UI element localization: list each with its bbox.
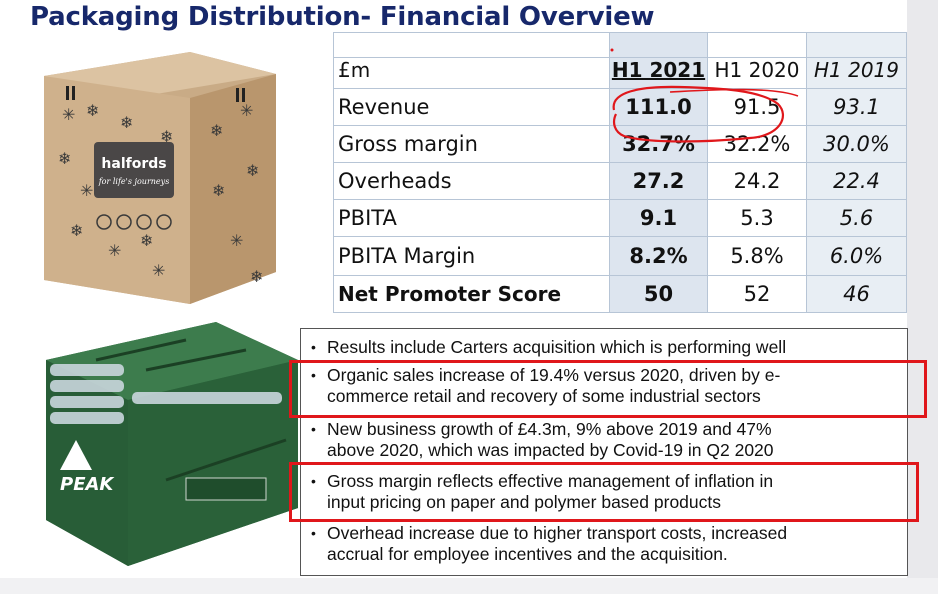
value-h1-2020: 91.5 bbox=[707, 88, 807, 126]
value-h1-2019: 5.6 bbox=[806, 199, 907, 237]
row-label: Revenue bbox=[333, 88, 610, 126]
value-h1-2020: 5.3 bbox=[707, 199, 807, 237]
table-row: Overheads 27.2 24.2 22.4 bbox=[333, 162, 907, 200]
bullet-line: accrual for employee incentives and the … bbox=[327, 544, 728, 564]
header-h1-2020: H1 2020 bbox=[707, 57, 807, 89]
value-h1-2021: 50 bbox=[609, 275, 708, 313]
row-label: Gross margin bbox=[333, 125, 610, 163]
svg-text:❄: ❄ bbox=[58, 149, 71, 168]
svg-text:❄: ❄ bbox=[212, 181, 225, 200]
svg-text:❄: ❄ bbox=[120, 113, 133, 132]
bullet-line: Organic sales increase of 19.4% versus 2… bbox=[327, 365, 781, 385]
bag-brand-text: PEAK bbox=[60, 474, 115, 495]
svg-text:❄: ❄ bbox=[160, 127, 173, 146]
value-h1-2019: 30.0% bbox=[806, 125, 907, 163]
bullet-line: New business growth of £4.3m, 9% above 2… bbox=[327, 419, 772, 439]
box-brand-text: halfords bbox=[101, 156, 166, 172]
value-h1-2021: 8.2% bbox=[609, 236, 708, 276]
bullet-dot-icon: • bbox=[311, 473, 316, 489]
commentary-box: • Results include Carters acquisition wh… bbox=[300, 328, 908, 576]
row-label: Overheads bbox=[333, 162, 610, 200]
svg-text:❄: ❄ bbox=[86, 101, 99, 120]
bullet-item: • Overhead increase due to higher transp… bbox=[309, 523, 905, 565]
value-h1-2020: 5.8% bbox=[707, 236, 807, 276]
svg-text:❄: ❄ bbox=[246, 161, 259, 180]
svg-text:❄: ❄ bbox=[210, 121, 223, 140]
svg-text:✳: ✳ bbox=[152, 261, 165, 280]
window-edge bbox=[907, 0, 938, 594]
highlight-box-organic-sales bbox=[289, 360, 927, 418]
halfords-box-image: ✳ ❄ ❄ ✳ ❄ ✳ ❄ ❄ ✳ ❄ ✳ ❄ ❄ ✳ ❄ ❄ halfords for life'… bbox=[44, 52, 276, 304]
bullet-line: Overhead increase due to higher transpor… bbox=[327, 523, 788, 543]
row-label: PBITA bbox=[333, 199, 610, 237]
bullet-item: • Organic sales increase of 19.4% versus… bbox=[309, 365, 905, 407]
value-h1-2019: 46 bbox=[806, 275, 907, 313]
bullet-item: • Gross margin reflects effective manage… bbox=[309, 471, 905, 513]
financial-table: £m H1 2021 H1 2020 H1 2019 Revenue 111.0… bbox=[333, 32, 907, 313]
spacer-cell bbox=[707, 32, 807, 58]
svg-text:✳: ✳ bbox=[62, 105, 75, 124]
row-label: Net Promoter Score bbox=[333, 275, 610, 313]
spacer-cell bbox=[333, 32, 610, 58]
svg-text:✳: ✳ bbox=[230, 231, 243, 250]
value-h1-2021: 27.2 bbox=[609, 162, 708, 200]
peak-bag-image: PEAK bbox=[46, 322, 298, 566]
svg-text:✳: ✳ bbox=[240, 101, 253, 120]
header-h1-2019: H1 2019 bbox=[806, 57, 907, 89]
bullet-line: commerce retail and recovery of some ind… bbox=[327, 386, 761, 406]
table-row: PBITA 9.1 5.3 5.6 bbox=[333, 199, 907, 237]
table-row: Revenue 111.0 91.5 93.1 bbox=[333, 88, 907, 126]
value-h1-2021: 32.7% bbox=[609, 125, 708, 163]
value-h1-2019: 93.1 bbox=[806, 88, 907, 126]
value-h1-2020: 24.2 bbox=[707, 162, 807, 200]
bullet-line: above 2020, which was impacted by Covid-… bbox=[327, 440, 774, 460]
bullet-line: Gross margin reflects effective manageme… bbox=[327, 471, 774, 491]
bullet-item: • Results include Carters acquisition wh… bbox=[309, 337, 905, 358]
box-tagline-text: for life's journeys bbox=[98, 177, 170, 186]
slide-title: Packaging Distribution- Financial Overvi… bbox=[30, 2, 655, 32]
window-bottom-edge bbox=[0, 578, 938, 594]
svg-text:✳: ✳ bbox=[108, 241, 121, 260]
bullet-dot-icon: • bbox=[311, 367, 316, 383]
header-unit: £m bbox=[333, 57, 610, 89]
value-h1-2021: 9.1 bbox=[609, 199, 708, 237]
svg-text:❄: ❄ bbox=[70, 221, 83, 240]
table-header-row: £m H1 2021 H1 2020 H1 2019 bbox=[333, 57, 907, 89]
bullet-line: Results include Carters acquisition whic… bbox=[327, 337, 787, 357]
bullet-dot-icon: • bbox=[311, 339, 316, 355]
spacer-cell bbox=[806, 32, 907, 58]
bullet-dot-icon: • bbox=[311, 421, 316, 437]
table-row: Net Promoter Score 50 52 46 bbox=[333, 275, 907, 313]
highlight-box-gross-margin bbox=[289, 462, 919, 522]
value-h1-2020: 52 bbox=[707, 275, 807, 313]
header-h1-2021: H1 2021 bbox=[609, 57, 708, 89]
value-h1-2019: 22.4 bbox=[806, 162, 907, 200]
svg-text:✳: ✳ bbox=[80, 181, 93, 200]
table-row: Gross margin 32.7% 32.2% 30.0% bbox=[333, 125, 907, 163]
bullet-dot-icon: • bbox=[311, 525, 316, 541]
value-h1-2019: 6.0% bbox=[806, 236, 907, 276]
spacer-cell bbox=[609, 32, 708, 58]
value-h1-2020: 32.2% bbox=[707, 125, 807, 163]
bullet-item: • New business growth of £4.3m, 9% above… bbox=[309, 419, 905, 461]
row-label: PBITA Margin bbox=[333, 236, 610, 276]
svg-text:❄: ❄ bbox=[250, 267, 263, 286]
table-row: PBITA Margin 8.2% 5.8% 6.0% bbox=[333, 236, 907, 276]
bullet-line: input pricing on paper and polymer based… bbox=[327, 492, 721, 512]
table-header-spacer-row bbox=[333, 32, 907, 58]
value-h1-2021: 111.0 bbox=[609, 88, 708, 126]
svg-text:❄: ❄ bbox=[140, 231, 153, 250]
